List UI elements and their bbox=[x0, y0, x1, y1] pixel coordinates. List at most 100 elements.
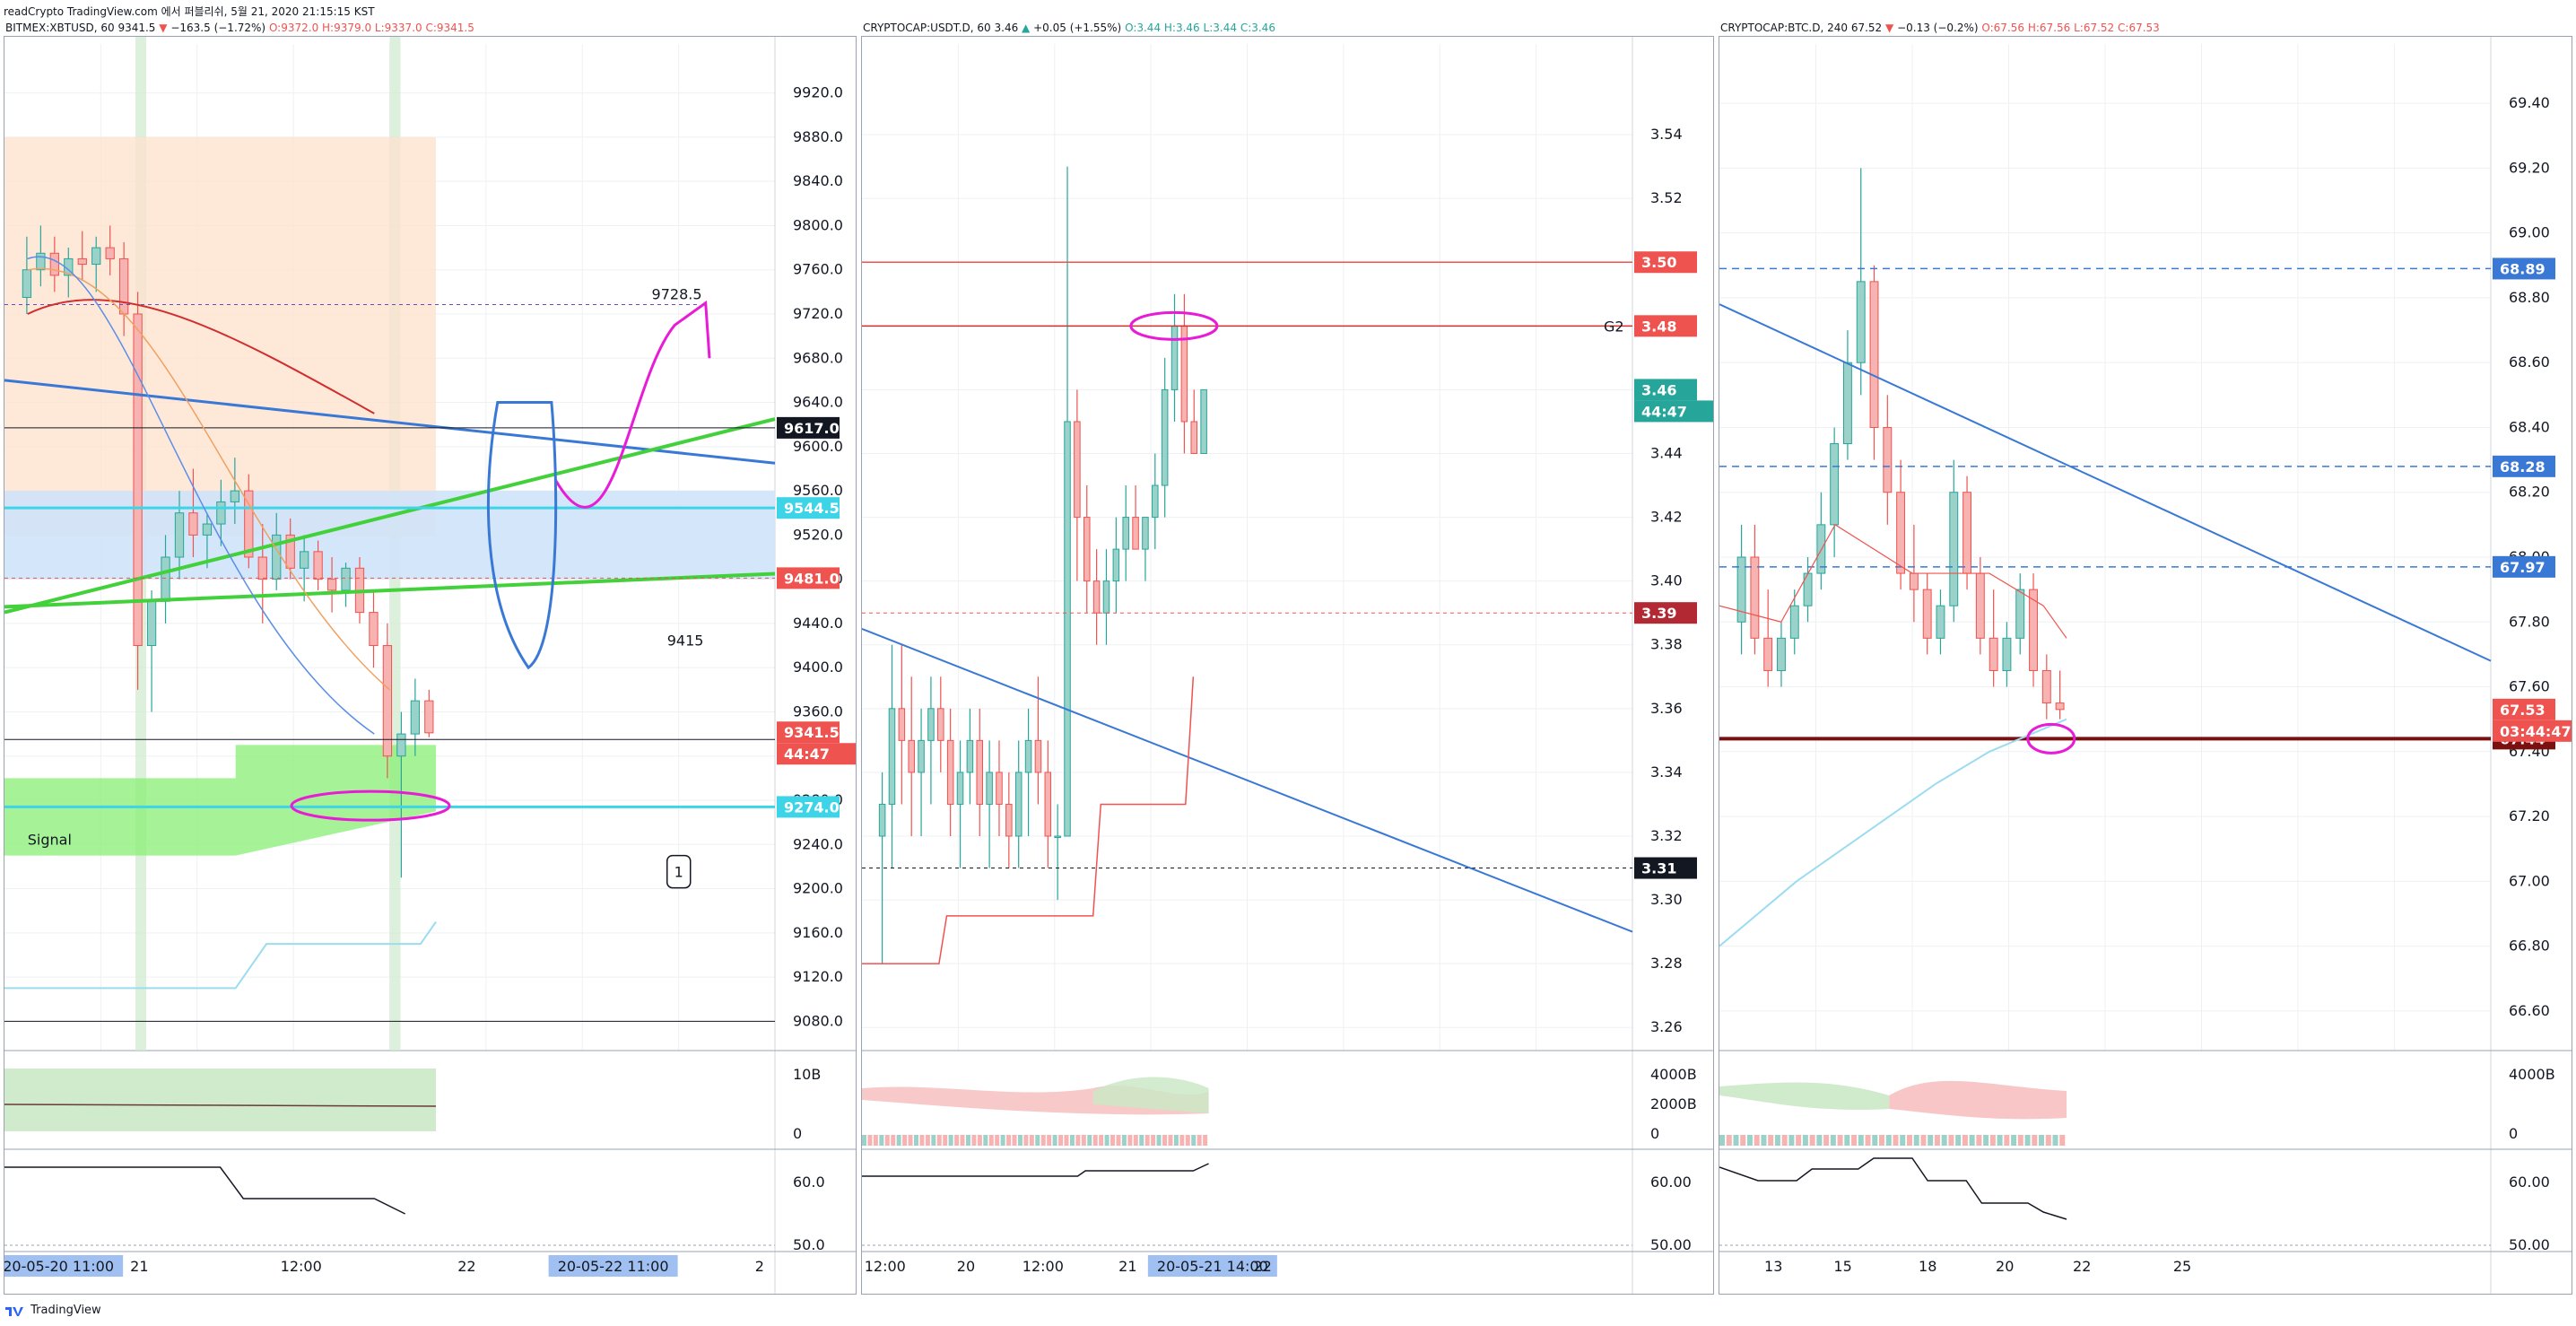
volume-bar bbox=[1156, 1135, 1162, 1146]
forecast-arrow bbox=[553, 300, 711, 509]
y-tick-label: 69.40 bbox=[2509, 94, 2550, 111]
volume-bar bbox=[1023, 1135, 1029, 1146]
candle bbox=[946, 708, 954, 836]
candle bbox=[1200, 388, 1207, 454]
candle bbox=[202, 512, 213, 569]
volume-bar bbox=[1962, 1135, 1968, 1146]
candle-up bbox=[91, 247, 101, 266]
y-tick-label: 68.20 bbox=[2509, 484, 2550, 501]
countdown-bg bbox=[1634, 400, 1713, 423]
annotation-9728: 9728.5 bbox=[652, 286, 702, 303]
volume-bar bbox=[1006, 1135, 1012, 1146]
btc-d-chart-svg[interactable]: 69.4069.2069.0068.8068.6068.4068.2068.00… bbox=[1719, 37, 2572, 1295]
indicator-axis-label: 60.00 bbox=[2509, 1173, 2550, 1191]
candle bbox=[1014, 740, 1023, 868]
y-tick-label: 9080.0 bbox=[793, 1012, 843, 1029]
volume-cloud-green bbox=[1719, 1082, 1890, 1111]
volume-bar bbox=[2024, 1135, 2031, 1146]
chart-panel-usdt-d[interactable]: 3.54 3.52 3.50 3.48 3.46 3.44 3.42 3.40 3.38 3.36… bbox=[861, 36, 1714, 1295]
tradingview-logo-icon[interactable] bbox=[5, 1305, 23, 1316]
candle-up bbox=[216, 501, 226, 525]
price-label: 67.53 bbox=[2493, 698, 2555, 720]
x-tick-label: 18 bbox=[1919, 1258, 1936, 1275]
price-label-text: 3.39 bbox=[1641, 605, 1676, 622]
volume-bar bbox=[908, 1135, 913, 1146]
candle-up bbox=[2002, 637, 2012, 671]
price-label: 68.89 bbox=[2493, 257, 2555, 280]
y-tick-label: 3.52 bbox=[1650, 189, 1683, 206]
candle-down bbox=[2055, 702, 2065, 711]
trendline bbox=[862, 628, 1633, 933]
candle-down bbox=[1074, 421, 1081, 519]
volume-bar bbox=[1035, 1135, 1040, 1146]
volume-bar bbox=[965, 1135, 970, 1146]
volume-bar bbox=[1719, 1135, 1725, 1146]
usdt-d-chart-svg[interactable]: 3.54 3.52 3.50 3.48 3.46 3.44 3.42 3.40 3.38 3.36… bbox=[862, 37, 1714, 1295]
callout-box bbox=[666, 854, 692, 889]
y-tick-label: 3.40 bbox=[1650, 572, 1683, 589]
candle-up bbox=[1064, 421, 1071, 837]
chart-panel-btc-d[interactable]: 69.4069.2069.0068.8068.6068.4068.2068.00… bbox=[1719, 36, 2572, 1295]
candle-up bbox=[300, 551, 309, 569]
y-tick-label: 9760.0 bbox=[793, 261, 843, 278]
countdown-bg bbox=[777, 743, 856, 765]
base-line bbox=[862, 676, 1195, 964]
signal-zone bbox=[4, 745, 437, 856]
volume-bar bbox=[1139, 1135, 1144, 1146]
price-label-text: 3.46 bbox=[1641, 381, 1676, 398]
volume-bar bbox=[988, 1135, 994, 1146]
candle-up bbox=[1161, 388, 1169, 486]
y-tick-label: 9360.0 bbox=[793, 702, 843, 720]
volume-bar bbox=[1099, 1135, 1104, 1146]
xbtusd-chart-svg[interactable]: 9920.0 9880.0 9840.0 9800.0 9760.0 9720.0 9680… bbox=[4, 37, 857, 1295]
x-tick-label: 22 bbox=[457, 1258, 475, 1275]
panel3-open: O:67.56 bbox=[1981, 22, 2025, 34]
volume-bar bbox=[2011, 1135, 2017, 1146]
candle-up bbox=[1789, 605, 1799, 639]
volume-bar bbox=[1121, 1135, 1127, 1146]
indicator-axis: 60.0 50.0 bbox=[793, 1173, 825, 1253]
candle bbox=[369, 589, 379, 668]
price-label-bg bbox=[2493, 257, 2555, 280]
volume-bar bbox=[1858, 1135, 1864, 1146]
panel1-change: −163.5 (−1.72%) bbox=[170, 22, 266, 34]
candle-down bbox=[937, 708, 944, 741]
candle bbox=[996, 740, 1003, 836]
tradingview-brand[interactable]: TradingView bbox=[30, 1304, 101, 1317]
indicator-line bbox=[4, 1166, 406, 1215]
volume-bar bbox=[1726, 1135, 1732, 1146]
y-tick-label: 67.00 bbox=[2509, 872, 2550, 889]
x-tick-label: 22 bbox=[1254, 1258, 1272, 1275]
chart-panel-xbtusd[interactable]: 9920.0 9880.0 9840.0 9800.0 9760.0 9720.0 9680… bbox=[4, 36, 857, 1295]
volume-bar bbox=[2045, 1135, 2051, 1146]
volume-axis: 10B 0 bbox=[793, 1066, 821, 1142]
indicator-axis: 60.00 50.00 bbox=[2509, 1173, 2550, 1253]
volume-bar bbox=[1092, 1135, 1098, 1146]
panel2-high: H:3.46 bbox=[1163, 22, 1200, 34]
volume-bar bbox=[1746, 1135, 1753, 1146]
panel2-open: O:3.44 bbox=[1125, 22, 1162, 34]
candle bbox=[410, 678, 420, 756]
panel3-symbol[interactable]: CRYPTOCAP:BTC.D, 240 bbox=[1720, 22, 1848, 34]
panel1-symbol[interactable]: BITMEX:XBTUSD, 60 bbox=[5, 22, 115, 34]
moving-average bbox=[27, 256, 375, 735]
candle-up bbox=[410, 700, 420, 735]
y-tick-label: 68.40 bbox=[2509, 418, 2550, 435]
candle-down bbox=[326, 579, 337, 591]
price-label: 9341.5 bbox=[777, 721, 840, 744]
panel2-low: L:3.44 bbox=[1203, 22, 1237, 34]
candle-down bbox=[1896, 492, 1906, 574]
price-label-bg bbox=[777, 796, 840, 818]
highlight-ellipse bbox=[1129, 310, 1219, 341]
panel1-high: H:9379.0 bbox=[322, 22, 372, 34]
candle bbox=[1064, 166, 1071, 837]
volume-bar bbox=[1893, 1135, 1899, 1146]
indicator-axis-label: 60.00 bbox=[1650, 1173, 1692, 1191]
volume-bar bbox=[884, 1135, 890, 1146]
panel3-low: L:67.52 bbox=[2074, 22, 2115, 34]
moving-average bbox=[27, 299, 375, 414]
price-label-text: 68.28 bbox=[2500, 458, 2546, 475]
panel2-symbol[interactable]: CRYPTOCAP:USDT.D, 60 bbox=[863, 22, 991, 34]
y-tick-label: 9880.0 bbox=[793, 128, 843, 145]
candle-up bbox=[956, 772, 964, 805]
